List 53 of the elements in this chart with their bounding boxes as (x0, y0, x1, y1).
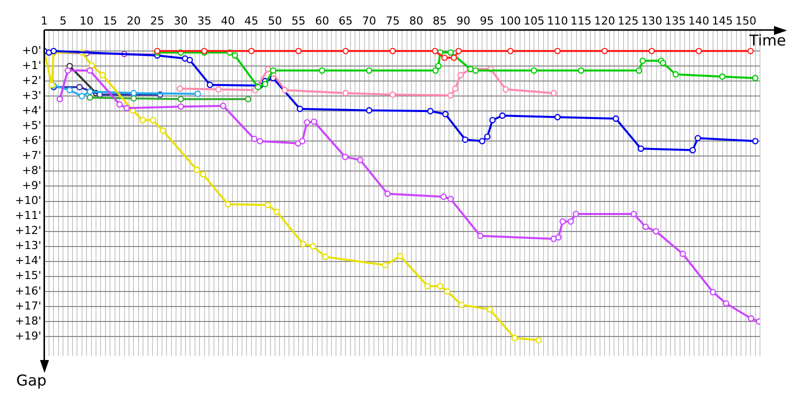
y-tick-label: +5' (22, 119, 42, 132)
x-axis-title: Time (748, 31, 786, 50)
x-tick-label: 35 (197, 14, 212, 28)
x-tick-label: 20 (126, 14, 141, 28)
x-tick-label: 45 (244, 14, 258, 28)
y-tick-label: +12' (14, 224, 42, 238)
x-tick-label: 140 (688, 14, 710, 28)
x-tick-label: 150 (735, 14, 756, 28)
y-tick-label: +6' (22, 134, 42, 148)
y-tick-label: +16' (14, 284, 42, 298)
x-tick-label: 5 (60, 14, 67, 28)
x-tick-label: 25 (150, 14, 164, 28)
y-tick-label: +7' (22, 149, 42, 162)
y-axis-title: Gap (16, 371, 47, 390)
x-tick-label: 130 (641, 14, 662, 28)
x-tick-label: 125 (618, 14, 639, 28)
x-tick-label: 65 (338, 14, 353, 28)
y-tick-label: +8' (22, 164, 42, 178)
x-tick-label: 40 (220, 14, 235, 28)
x-tick-label: 85 (432, 14, 447, 28)
x-tick-label: 95 (480, 14, 494, 28)
x-tick-label: 70 (362, 14, 376, 28)
x-tick-label: 10 (80, 14, 94, 28)
x-tick-label: 100 (500, 14, 521, 28)
x-tick-label: 15 (103, 14, 118, 28)
x-tick-label: 75 (386, 14, 400, 28)
y-tick-label: +3' (22, 88, 42, 102)
x-tick-label: 50 (268, 14, 282, 28)
x-tick-label: 120 (594, 14, 616, 28)
y-tick-label: +2' (22, 74, 42, 87)
x-tick-label: 110 (547, 14, 568, 28)
y-tick-label: +13' (14, 239, 42, 252)
y-tick-label: +10' (14, 194, 42, 208)
x-tick-label: 115 (570, 14, 592, 28)
y-tick-label: +17' (14, 299, 42, 312)
y-tick-label: +19' (14, 329, 42, 342)
y-tick-label: +18' (14, 314, 42, 328)
x-tick-label: 55 (292, 14, 306, 28)
x-tick-label: 90 (456, 14, 470, 28)
y-tick-label: +11' (14, 209, 42, 222)
y-tick-label: +4' (22, 104, 42, 117)
x-tick-label: 1 (40, 14, 48, 28)
y-tick-label: +1' (22, 58, 42, 72)
x-tick-label: 145 (712, 14, 733, 28)
x-tick-label: 135 (664, 14, 686, 28)
y-tick-label: +9' (22, 179, 42, 192)
y-tick-label: +0' (22, 44, 42, 57)
y-tick-label: +14' (14, 254, 42, 268)
y-tick-label: +15' (14, 269, 42, 282)
x-tick-label: 60 (315, 14, 330, 28)
x-tick-label: 80 (409, 14, 424, 28)
x-tick-label: 105 (523, 14, 544, 28)
x-tick-label: 30 (174, 14, 188, 28)
